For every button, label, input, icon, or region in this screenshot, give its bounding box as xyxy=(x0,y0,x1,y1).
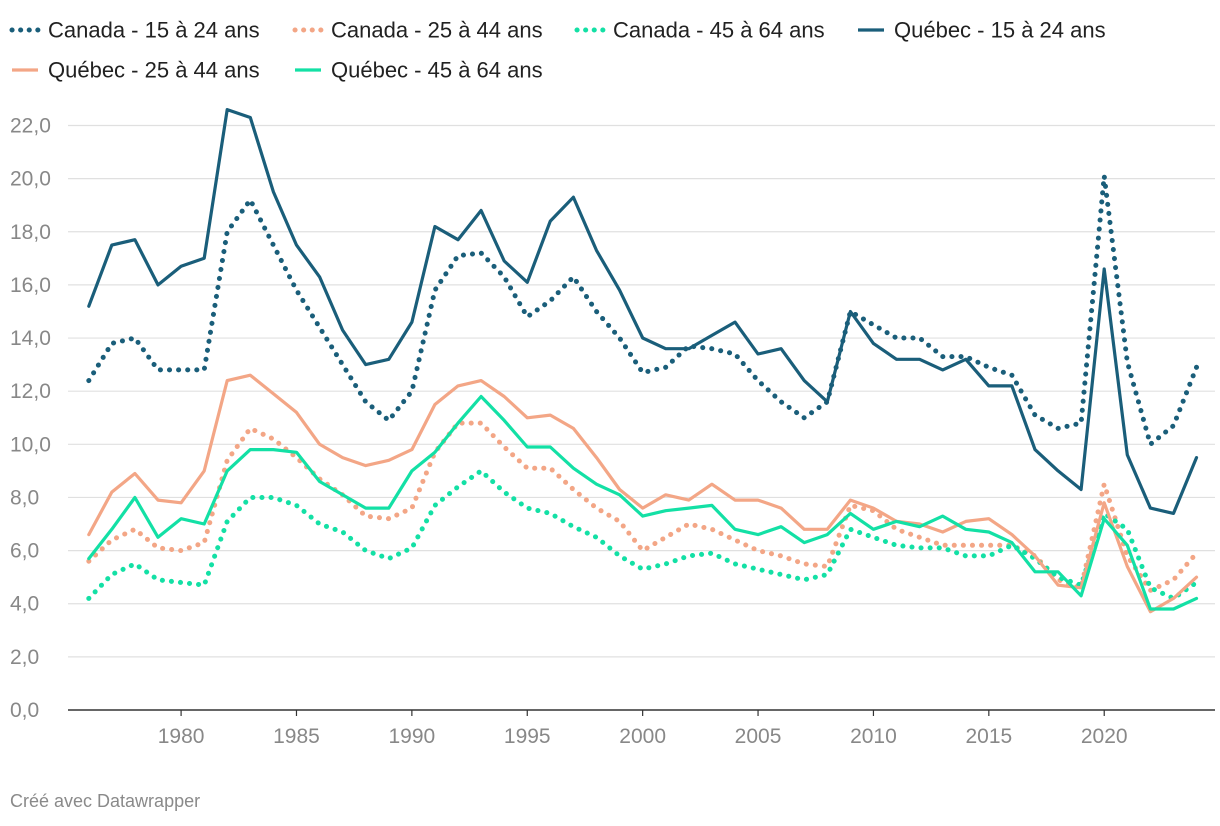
x-tick-label: 1990 xyxy=(389,725,436,748)
x-tick-label: 1985 xyxy=(273,725,320,748)
y-tick-label: 0,0 xyxy=(10,699,39,722)
series-line-0 xyxy=(86,173,1199,447)
legend-label: Québec - 25 à 44 ans xyxy=(48,58,260,83)
gridlines xyxy=(68,124,1215,658)
series-line-4 xyxy=(87,373,1199,614)
credit-text: Créé avec Datawrapper xyxy=(10,791,201,811)
series-line-5 xyxy=(87,394,1199,611)
y-tick-label: 14,0 xyxy=(10,327,51,350)
legend-item: Québec - 15 à 24 ans xyxy=(858,18,1106,43)
y-tick-label: 20,0 xyxy=(10,168,51,191)
series-line-1 xyxy=(86,420,1199,593)
x-tick-label: 2015 xyxy=(965,725,1012,748)
legend-label: Canada - 15 à 24 ans xyxy=(48,18,260,43)
legend-label: Québec - 15 à 24 ans xyxy=(894,18,1106,43)
legend-label: Canada - 25 à 44 ans xyxy=(331,18,543,43)
x-axis: 1980 1985 1990 1995 2000 2005 2010 2015 2020 xyxy=(68,709,1215,748)
series-lines xyxy=(86,107,1199,614)
y-tick-label: 10,0 xyxy=(10,433,51,456)
legend-item: Québec - 25 à 44 ans xyxy=(12,58,260,83)
legend-label: Canada - 45 à 64 ans xyxy=(613,18,825,43)
y-tick-label: 8,0 xyxy=(10,486,39,509)
legend-item: Canada - 25 à 44 ans xyxy=(292,18,543,43)
y-tick-label: 2,0 xyxy=(10,646,39,669)
y-tick-label: 22,0 xyxy=(10,115,51,138)
series-line-2 xyxy=(86,468,1199,601)
y-tick-label: 16,0 xyxy=(10,274,51,297)
legend-label: Québec - 45 à 64 ans xyxy=(331,58,543,83)
y-tick-label: 4,0 xyxy=(10,593,39,616)
y-tick-label: 18,0 xyxy=(10,221,51,244)
legend-item: Québec - 45 à 64 ans xyxy=(295,58,543,83)
x-tick-label: 1980 xyxy=(158,725,205,748)
series-line-3 xyxy=(87,107,1199,516)
legend-item: Canada - 15 à 24 ans xyxy=(9,18,260,43)
x-tick-label: 1995 xyxy=(504,725,551,748)
y-tick-label: 12,0 xyxy=(10,380,51,403)
legend-item: Canada - 45 à 64 ans xyxy=(574,18,825,43)
legend: Canada - 15 à 24 ans Canada - 25 à 44 ans… xyxy=(9,18,1106,83)
x-tick-label: 2005 xyxy=(735,725,782,748)
x-tick-label: 2000 xyxy=(619,725,666,748)
y-axis: 0,0 2,0 4,0 6,0 8,0 10,0 12,0 14,0 16,0 18,0 20,0 2… xyxy=(10,115,51,723)
y-tick-label: 6,0 xyxy=(10,540,39,563)
x-tick-label: 2010 xyxy=(850,725,897,748)
x-tick-label: 2020 xyxy=(1081,725,1128,748)
